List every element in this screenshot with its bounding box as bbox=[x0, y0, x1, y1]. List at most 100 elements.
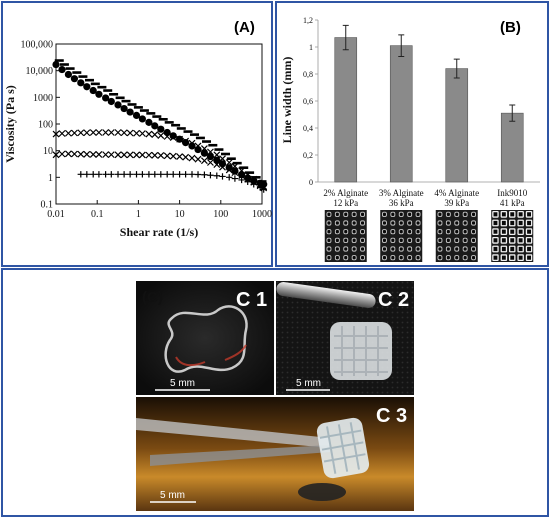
grid-cell bbox=[398, 220, 404, 226]
grid-cell bbox=[508, 236, 516, 244]
grid-cell bbox=[454, 255, 460, 261]
data-point-series-2 bbox=[231, 167, 239, 175]
data-point-series-3 bbox=[145, 130, 153, 138]
data-point-series-5 bbox=[238, 176, 245, 184]
data-point-series-1 bbox=[78, 75, 88, 78]
bar bbox=[334, 37, 358, 183]
x-tick-label-a: 100 bbox=[213, 209, 228, 220]
data-point-series-1 bbox=[133, 106, 143, 109]
data-point-series-3 bbox=[194, 142, 202, 150]
data-point-series-1 bbox=[109, 92, 119, 96]
grid-thumbnail bbox=[324, 210, 367, 262]
grid-cell bbox=[445, 211, 451, 217]
grid-cell bbox=[351, 211, 357, 217]
grid-cell bbox=[360, 237, 365, 243]
grid-thumbnail bbox=[435, 210, 478, 262]
grid-cell bbox=[445, 229, 451, 235]
grid-cell bbox=[462, 255, 468, 261]
grid-cell bbox=[437, 255, 443, 261]
grid-cell bbox=[525, 210, 533, 218]
data-point-series-2 bbox=[200, 149, 209, 157]
lattice-lines-c2 bbox=[334, 326, 388, 376]
data-point-series-4 bbox=[176, 153, 184, 161]
data-point-series-4 bbox=[138, 151, 146, 159]
data-point-series-4 bbox=[89, 151, 97, 158]
shadow-c3 bbox=[298, 483, 346, 501]
grid-cell bbox=[492, 254, 499, 262]
grid-cell bbox=[415, 246, 421, 252]
data-point-series-4 bbox=[238, 172, 246, 180]
data-point-series-1 bbox=[59, 63, 69, 66]
data-point-series-2 bbox=[52, 60, 60, 69]
data-point-series-2 bbox=[70, 75, 79, 83]
grid-cell bbox=[517, 254, 524, 262]
photo-c1 bbox=[136, 281, 274, 395]
data-point-series-5 bbox=[139, 171, 146, 178]
grid-cell bbox=[407, 220, 413, 226]
data-point-series-2 bbox=[145, 118, 153, 126]
lattice-lines-c3 bbox=[319, 422, 366, 474]
grid-cell bbox=[390, 211, 396, 217]
grid-cell bbox=[492, 245, 499, 253]
grid-cell bbox=[500, 228, 508, 236]
error-bar bbox=[342, 24, 349, 51]
data-point-series-3 bbox=[250, 175, 258, 183]
data-point-series-5 bbox=[102, 171, 109, 178]
grid-cell bbox=[398, 246, 404, 252]
data-point-series-2 bbox=[58, 65, 66, 74]
grid-cell bbox=[525, 228, 533, 236]
grid-cell bbox=[351, 255, 357, 261]
data-point-series-3 bbox=[188, 139, 196, 147]
error-bar bbox=[453, 58, 460, 79]
data-point-series-5 bbox=[163, 171, 171, 178]
grid-cell bbox=[326, 229, 332, 235]
data-point-series-5 bbox=[114, 171, 122, 178]
data-point-series-1 bbox=[226, 157, 236, 160]
grid-cell bbox=[445, 255, 451, 261]
data-point-series-4 bbox=[126, 151, 134, 159]
panel-b-label: (B) bbox=[500, 19, 521, 36]
data-point-series-2 bbox=[132, 111, 141, 120]
grid-cell bbox=[360, 255, 365, 261]
grid-cell bbox=[471, 237, 476, 243]
data-point-series-3 bbox=[52, 130, 60, 138]
grid-cell bbox=[360, 246, 365, 252]
data-point-series-3 bbox=[83, 129, 91, 137]
y-tick-label-a: 100 bbox=[38, 120, 53, 131]
data-point-series-5 bbox=[219, 173, 226, 180]
grid-cell bbox=[437, 237, 443, 243]
data-point-series-2 bbox=[151, 122, 159, 130]
data-point-series-4 bbox=[200, 157, 208, 165]
grid-cell bbox=[360, 211, 365, 217]
grid-thumbnail bbox=[380, 210, 423, 262]
data-point-series-5 bbox=[244, 178, 251, 185]
grid-cell bbox=[326, 220, 332, 226]
data-point-series-3 bbox=[238, 167, 246, 174]
panel-c-label: (C) bbox=[142, 289, 163, 306]
data-point-series-3 bbox=[95, 129, 103, 136]
photo-label-c2: C 2 bbox=[378, 289, 409, 311]
data-point-series-3 bbox=[114, 129, 122, 136]
x-tick-label-a: 0.1 bbox=[91, 209, 104, 220]
data-point-series-2 bbox=[169, 132, 177, 140]
data-point-series-4 bbox=[213, 161, 221, 169]
data-point-series-4 bbox=[145, 151, 153, 159]
grid-cell bbox=[334, 255, 340, 261]
data-point-series-5 bbox=[90, 171, 97, 178]
grid-cell bbox=[343, 255, 349, 261]
data-point-series-4 bbox=[163, 152, 171, 160]
y-tick-label-b: 1,2 bbox=[303, 16, 313, 25]
y-tick-label-a: 100,000 bbox=[21, 40, 54, 51]
printed-ring-c1 bbox=[164, 305, 248, 373]
data-point-series-2 bbox=[114, 101, 122, 109]
grid-cell bbox=[334, 220, 340, 226]
data-point-series-2 bbox=[206, 152, 215, 161]
grid-cell bbox=[454, 220, 460, 226]
data-point-series-2 bbox=[95, 90, 103, 98]
data-point-series-3 bbox=[89, 129, 97, 136]
grid-cell bbox=[334, 211, 340, 217]
panel-a-label: (A) bbox=[234, 19, 255, 36]
category-label: Ink9010 bbox=[497, 188, 527, 198]
data-point-series-1 bbox=[103, 89, 113, 92]
data-point-series-5 bbox=[250, 181, 257, 188]
